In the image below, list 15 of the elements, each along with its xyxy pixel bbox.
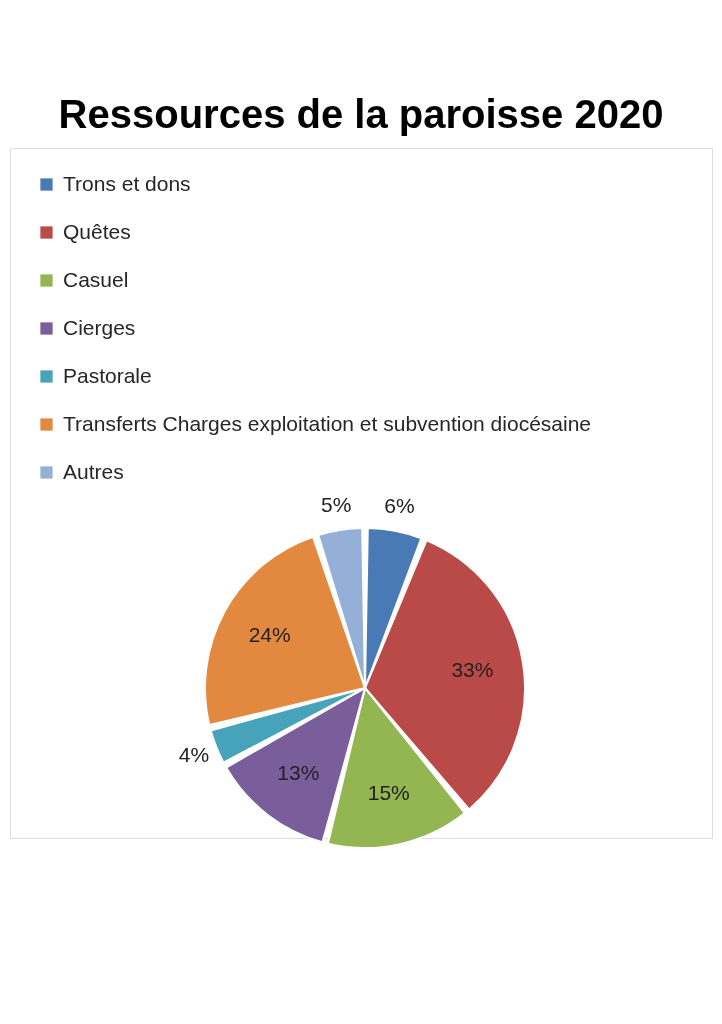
chart-title: Ressources de la paroisse 2020 xyxy=(58,92,664,136)
legend-label: Autres xyxy=(63,459,124,483)
data-label: 5% xyxy=(321,493,352,517)
legend-label: Trons et dons xyxy=(63,171,191,195)
legend-label: Cierges xyxy=(63,315,136,339)
data-label: 24% xyxy=(248,622,291,646)
data-label: 15% xyxy=(367,781,410,805)
legend-label: Pastorale xyxy=(63,363,152,387)
data-label: 4% xyxy=(178,742,210,766)
data-label: 33% xyxy=(451,657,494,681)
legend-label: Quêtes xyxy=(63,219,131,243)
data-label: 6% xyxy=(384,494,415,518)
legend-label: Casuel xyxy=(63,267,129,291)
data-label: 13% xyxy=(277,760,320,784)
legend-label: Transferts Charges exploitation et subvention diocésaine xyxy=(63,411,592,435)
